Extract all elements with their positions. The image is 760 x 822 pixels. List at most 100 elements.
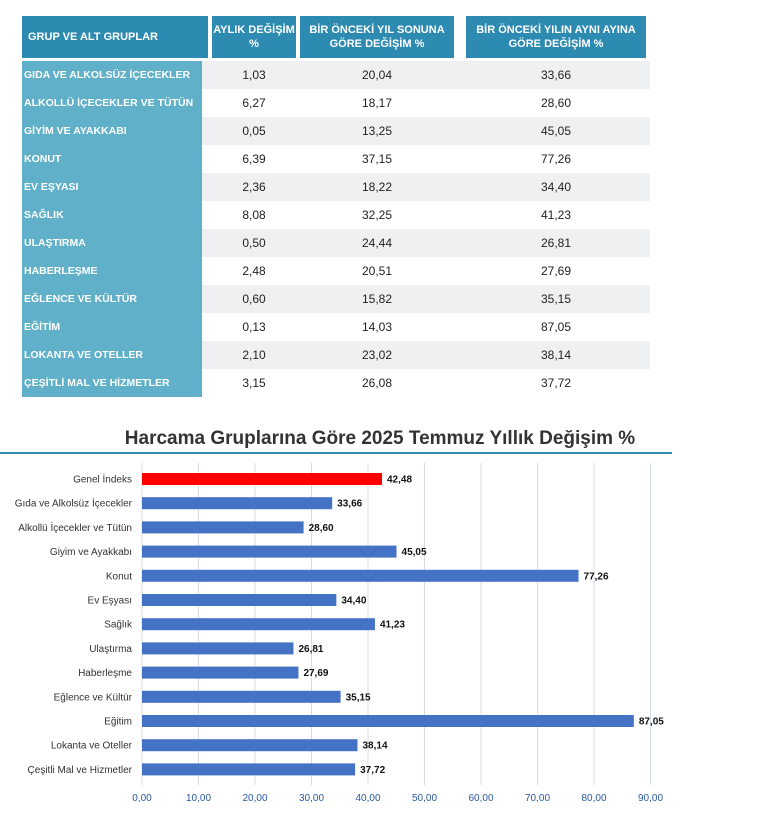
inflation-table: GRUP VE ALT GRUPLAR AYLIK DEĞİŞİM % BİR …	[0, 0, 760, 400]
header-ytd: BİR ÖNCEKİ YIL SONUNA GÖRE DEĞİŞİM %	[300, 16, 454, 58]
data-label: 35,15	[346, 692, 371, 703]
row-monthly-value: 8,08	[242, 208, 266, 222]
row-monthly-value: 3,15	[242, 376, 266, 390]
table-row: GIDA VE ALKOLSÜZ İÇECEKLER 1,03 20,04 33,66	[22, 61, 650, 89]
row-ytd-value: 18,17	[361, 96, 393, 110]
bar	[142, 690, 341, 703]
x-tick-label: 80,00	[581, 793, 606, 804]
row-group-name: EĞLENCE VE KÜLTÜR	[22, 285, 202, 313]
category-label: Eğlence ve Kültür	[54, 692, 133, 703]
bar	[142, 763, 356, 776]
row-ytd-value: 32,25	[361, 208, 393, 222]
header-monthly: AYLIK DEĞİŞİM %	[212, 16, 296, 58]
bar	[142, 569, 579, 582]
x-tick-label: 60,00	[468, 793, 493, 804]
table-row: EĞİTİM 0,13 14,03 87,05	[22, 313, 650, 341]
row-monthly-value: 1,03	[242, 68, 266, 82]
table-row: ÇEŞİTLİ MAL VE HİZMETLER 3,15 26,08 37,72	[22, 369, 650, 397]
data-label: 33,66	[337, 499, 362, 510]
row-yoy-value: 38,14	[540, 348, 572, 362]
bar	[142, 618, 375, 631]
table-row: SAĞLIK 8,08 32,25 41,23	[22, 201, 650, 229]
table-row: KONUT 6,39 37,15 77,26	[22, 145, 650, 173]
row-ytd-value: 14,03	[361, 320, 393, 334]
row-yoy-value: 37,72	[540, 376, 572, 390]
row-group-name: ULAŞTIRMA	[22, 229, 202, 257]
table-row: ULAŞTIRMA 0,50 24,44 26,81	[22, 229, 650, 257]
row-ytd-value: 13,25	[361, 124, 393, 138]
data-label: 42,48	[387, 475, 412, 486]
data-label: 38,14	[362, 741, 387, 752]
row-yoy-value: 35,15	[540, 292, 572, 306]
row-yoy-value: 26,81	[540, 236, 572, 250]
x-tick-label: 50,00	[412, 793, 437, 804]
data-label: 27,69	[303, 668, 328, 679]
bar	[142, 473, 383, 485]
category-label: Gıda ve Alkolsüz İçecekler	[15, 497, 133, 510]
data-label: 26,81	[298, 644, 323, 655]
row-ytd-value: 37,15	[361, 152, 393, 166]
bar	[142, 715, 634, 727]
row-ytd-value: 20,51	[361, 264, 393, 278]
bar	[142, 594, 337, 606]
row-monthly-value: 2,48	[242, 264, 266, 278]
data-label: 34,40	[341, 596, 366, 607]
row-yoy-value: 77,26	[540, 152, 572, 166]
data-label: 87,05	[639, 717, 664, 728]
table-row: GİYİM VE AYAKKABI 0,05 13,25 45,05	[22, 117, 650, 145]
row-band	[202, 341, 650, 369]
row-ytd-value: 23,02	[361, 348, 393, 362]
x-tick-label: 20,00	[242, 793, 267, 804]
row-ytd-value: 15,82	[361, 292, 393, 306]
row-ytd-value: 24,44	[361, 236, 393, 250]
row-band	[202, 285, 650, 313]
category-label: Konut	[106, 571, 132, 582]
row-group-name: LOKANTA VE OTELLER	[22, 341, 202, 369]
row-yoy-value: 34,40	[540, 180, 572, 194]
x-tick-label: 90,00	[638, 793, 663, 804]
table-row: HABERLEŞME 2,48 20,51 27,69	[22, 257, 650, 285]
row-monthly-value: 0,13	[242, 320, 266, 334]
bar	[142, 666, 299, 679]
category-label: Alkollü İçecekler ve Tütün	[18, 521, 132, 534]
bar	[142, 545, 397, 558]
row-group-name: KONUT	[22, 145, 202, 173]
row-group-name: EĞİTİM	[22, 313, 202, 341]
row-band	[202, 229, 650, 257]
bar	[142, 642, 294, 655]
category-label: Genel İndeks	[73, 473, 132, 486]
row-yoy-value: 45,05	[540, 124, 572, 138]
bar	[142, 497, 333, 510]
bar	[142, 521, 304, 534]
row-monthly-value: 0,50	[242, 236, 266, 250]
x-tick-label: 40,00	[355, 793, 380, 804]
chart-title: Harcama Gruplarına Göre 2025 Temmuz Yıll…	[124, 428, 636, 449]
category-label: Haberleşme	[78, 668, 132, 679]
row-band	[202, 61, 650, 89]
data-label: 28,60	[309, 523, 334, 534]
category-label: Çeşitli Mal ve Hizmetler	[28, 765, 133, 776]
table-row: EĞLENCE VE KÜLTÜR 0,60 15,82 35,15	[22, 285, 650, 313]
row-group-name: ALKOLLÜ İÇECEKLER VE TÜTÜN	[22, 89, 202, 117]
row-yoy-value: 33,66	[540, 68, 572, 82]
data-label: 37,72	[360, 765, 385, 776]
row-ytd-value: 20,04	[361, 68, 393, 82]
row-monthly-value: 6,39	[242, 152, 266, 166]
bar-chart: 0,00 10,00 20,00 30,00 40,00 50,00 60,00 70,00 8…	[15, 463, 664, 804]
row-monthly-value: 6,27	[242, 96, 266, 110]
row-yoy-value: 41,23	[540, 208, 572, 222]
header-yoy: BİR ÖNCEKİ YILIN AYNI AYINA GÖRE DEĞİŞİM…	[466, 16, 646, 58]
data-label: 41,23	[380, 620, 405, 631]
category-label: Ev Eşyası	[88, 596, 132, 607]
row-yoy-value: 87,05	[540, 320, 572, 334]
row-band	[202, 173, 650, 201]
x-tick-label: 30,00	[299, 793, 324, 804]
row-group-name: EV EŞYASI	[22, 173, 202, 201]
x-tick-label: 10,00	[186, 793, 211, 804]
category-label: Ulaştırma	[89, 644, 132, 655]
row-yoy-value: 28,60	[540, 96, 572, 110]
title-divider	[0, 452, 672, 454]
row-monthly-value: 2,36	[242, 180, 266, 194]
data-label: 45,05	[402, 547, 427, 558]
data-label: 77,26	[584, 571, 609, 582]
